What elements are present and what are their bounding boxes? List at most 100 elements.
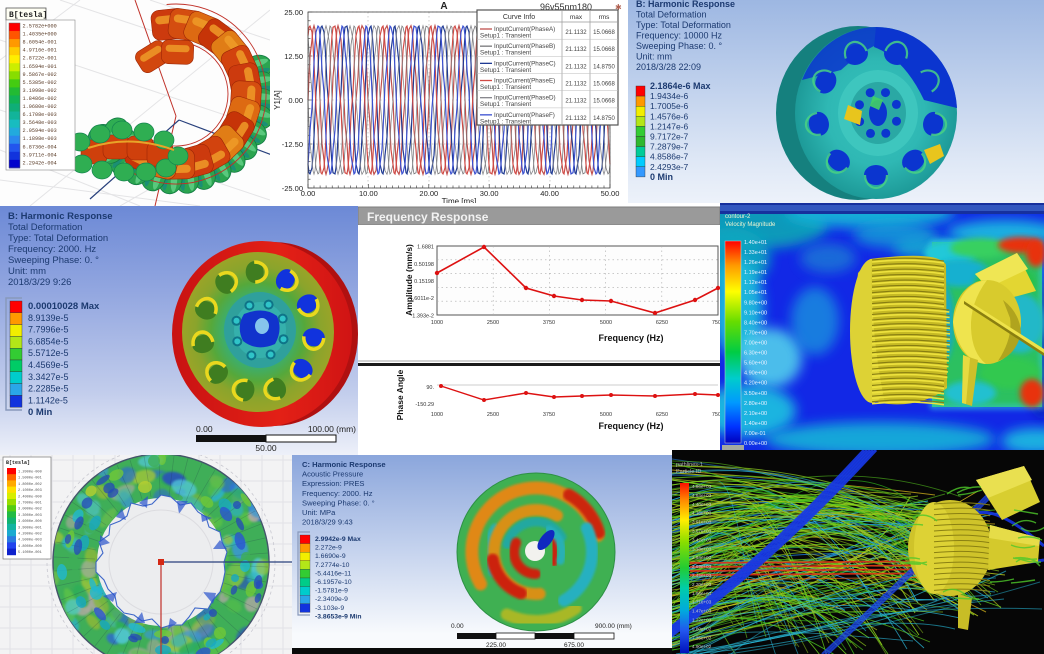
svg-text:2.4293e-7: 2.4293e-7 bbox=[650, 162, 689, 172]
svg-text:2.10e+00: 2.10e+00 bbox=[744, 411, 767, 417]
svg-text:-2.3409e-9: -2.3409e-9 bbox=[315, 596, 348, 603]
svg-text:rms: rms bbox=[599, 14, 611, 21]
svg-text:15.0668: 15.0668 bbox=[593, 47, 615, 53]
svg-text:7.2774e-10: 7.2774e-10 bbox=[315, 562, 350, 569]
svg-text:max: max bbox=[570, 14, 583, 21]
svg-text:4.9716e-001: 4.9716e-001 bbox=[23, 48, 57, 54]
svg-text:15.0668: 15.0668 bbox=[593, 99, 615, 105]
svg-text:Unit: mm: Unit: mm bbox=[636, 52, 672, 62]
svg-text:3.0000e-002: 3.0000e-002 bbox=[18, 508, 42, 512]
svg-text:1.33e+01: 1.33e+01 bbox=[744, 250, 767, 256]
svg-text:1.12e+01: 1.12e+01 bbox=[744, 280, 767, 286]
svg-text:B[tesla]: B[tesla] bbox=[6, 460, 30, 466]
svg-text:9.80e+02: 9.80e+02 bbox=[692, 626, 712, 631]
svg-text:Unit: MPa: Unit: MPa bbox=[302, 508, 336, 517]
svg-text:Frequency Response: Frequency Response bbox=[367, 210, 489, 224]
svg-text:-6.1957e-10: -6.1957e-10 bbox=[315, 579, 352, 586]
svg-text:25.00: 25.00 bbox=[284, 8, 303, 17]
svg-text:7500: 7500 bbox=[712, 412, 720, 418]
svg-text:Setup1 : Transient: Setup1 : Transient bbox=[480, 101, 531, 108]
svg-text:1.40e+01: 1.40e+01 bbox=[744, 240, 767, 246]
svg-text:4.64e+03: 4.64e+03 bbox=[692, 493, 712, 498]
svg-text:2.94e+03: 2.94e+03 bbox=[692, 555, 712, 560]
svg-text:3.67e+03: 3.67e+03 bbox=[692, 529, 712, 534]
svg-text:4.16e+03: 4.16e+03 bbox=[692, 511, 712, 516]
svg-text:1.4035e+000: 1.4035e+000 bbox=[23, 32, 57, 38]
svg-text:1.40e+00: 1.40e+00 bbox=[744, 421, 767, 427]
svg-text:2.45e+03: 2.45e+03 bbox=[692, 573, 712, 578]
svg-text:1000: 1000 bbox=[431, 412, 443, 418]
svg-text:21.1132: 21.1132 bbox=[565, 99, 587, 105]
svg-text:12.50: 12.50 bbox=[284, 52, 303, 61]
svg-text:21.1132: 21.1132 bbox=[565, 30, 587, 36]
svg-text:Type: Total Deformation: Type: Total Deformation bbox=[8, 233, 108, 244]
svg-text:1.0680e-002: 1.0680e-002 bbox=[23, 104, 57, 110]
svg-text:-5.4416e-11: -5.4416e-11 bbox=[315, 570, 351, 577]
svg-text:14.8750: 14.8750 bbox=[593, 116, 615, 122]
svg-text:Setup1 : Transient: Setup1 : Transient bbox=[480, 118, 531, 125]
svg-text:Frequency: 2000. Hz: Frequency: 2000. Hz bbox=[302, 489, 373, 498]
svg-text:2.272e-9: 2.272e-9 bbox=[315, 545, 342, 552]
svg-text:Setup1 : Transient: Setup1 : Transient bbox=[480, 84, 531, 91]
svg-text:2018/3/29 9:26: 2018/3/29 9:26 bbox=[8, 277, 71, 288]
svg-text:4.4569e-5: 4.4569e-5 bbox=[28, 360, 69, 370]
svg-text:1.2147e-6: 1.2147e-6 bbox=[650, 121, 689, 131]
svg-text:675.00: 675.00 bbox=[564, 642, 584, 649]
svg-text:Unit: mm: Unit: mm bbox=[8, 266, 46, 277]
svg-text:3.50e+00: 3.50e+00 bbox=[744, 391, 767, 397]
svg-text:Curve Info: Curve Info bbox=[503, 14, 535, 21]
svg-text:Velocity Magnitude: Velocity Magnitude bbox=[725, 222, 776, 228]
svg-text:Frequency: 10000 Hz: Frequency: 10000 Hz bbox=[636, 31, 723, 41]
svg-text:2.1000e-003: 2.1000e-003 bbox=[18, 489, 42, 493]
svg-text:1.9434e-6: 1.9434e-6 bbox=[650, 91, 689, 101]
svg-text:3.9000e-001: 3.9000e-001 bbox=[18, 526, 42, 530]
svg-text:Particle ID: Particle ID bbox=[676, 469, 701, 475]
svg-text:3750: 3750 bbox=[543, 320, 555, 326]
svg-text:3750: 3750 bbox=[543, 412, 555, 418]
svg-text:6.30e+00: 6.30e+00 bbox=[744, 351, 767, 357]
svg-text:1.71e+03: 1.71e+03 bbox=[692, 600, 712, 605]
svg-text:pathlines-1: pathlines-1 bbox=[676, 462, 703, 468]
svg-text:0.00: 0.00 bbox=[288, 96, 303, 105]
svg-text:21.1132: 21.1132 bbox=[565, 82, 587, 88]
svg-text:Time [ms]: Time [ms] bbox=[442, 197, 477, 206]
svg-text:1.1898e-003: 1.1898e-003 bbox=[23, 136, 57, 142]
svg-text:Total Deformation: Total Deformation bbox=[636, 10, 707, 20]
svg-text:21.1132: 21.1132 bbox=[565, 64, 587, 70]
svg-text:1.7005e-6: 1.7005e-6 bbox=[650, 101, 689, 111]
svg-text:3.9711e-004: 3.9711e-004 bbox=[23, 152, 57, 158]
svg-text:10.00: 10.00 bbox=[359, 189, 378, 198]
svg-text:B: Harmonic Response: B: Harmonic Response bbox=[636, 0, 735, 9]
svg-text:7.70e+00: 7.70e+00 bbox=[744, 330, 767, 336]
svg-text:-150.29: -150.29 bbox=[415, 402, 434, 408]
svg-text:9.80e+00: 9.80e+00 bbox=[744, 300, 767, 306]
svg-text:1.8486e-002: 1.8486e-002 bbox=[23, 96, 57, 102]
svg-text:5000: 5000 bbox=[600, 412, 612, 418]
svg-text:7.2879e-7: 7.2879e-7 bbox=[650, 142, 689, 152]
svg-text:1.4576e-6: 1.4576e-6 bbox=[650, 111, 689, 121]
svg-text:7.35e+02: 7.35e+02 bbox=[692, 635, 712, 640]
svg-text:3.42e+03: 3.42e+03 bbox=[692, 537, 712, 542]
svg-text:3.6000e-000: 3.6000e-000 bbox=[18, 520, 42, 524]
svg-text:2018/3/28 22:09: 2018/3/28 22:09 bbox=[636, 62, 701, 72]
svg-text:2.7000e-001: 2.7000e-001 bbox=[18, 502, 42, 506]
svg-text:Y1[A]: Y1[A] bbox=[273, 90, 282, 110]
svg-text:100.00 (mm): 100.00 (mm) bbox=[308, 424, 356, 434]
svg-text:1.1142e-5: 1.1142e-5 bbox=[28, 395, 68, 405]
svg-text:0 Min: 0 Min bbox=[28, 407, 52, 418]
svg-text:InputCurrent(PhaseD): InputCurrent(PhaseD) bbox=[494, 95, 556, 102]
svg-text:1.5000e-001: 1.5000e-001 bbox=[18, 477, 42, 481]
svg-text:90.: 90. bbox=[426, 385, 434, 391]
svg-text:3.1998e-002: 3.1998e-002 bbox=[23, 88, 57, 94]
svg-text:6.1708e-003: 6.1708e-003 bbox=[23, 112, 57, 118]
svg-text:4.2000e-002: 4.2000e-002 bbox=[18, 533, 42, 537]
svg-text:4.90e+00: 4.90e+00 bbox=[744, 371, 767, 377]
svg-text:2.2942e-004: 2.2942e-004 bbox=[23, 160, 57, 166]
svg-text:40.00: 40.00 bbox=[540, 189, 559, 198]
svg-text:-25.00: -25.00 bbox=[282, 184, 303, 193]
svg-text:21.1132: 21.1132 bbox=[565, 116, 587, 122]
svg-text:0.15198: 0.15198 bbox=[414, 279, 434, 285]
svg-text:2.0594e-003: 2.0594e-003 bbox=[23, 128, 57, 134]
svg-text:1.6881: 1.6881 bbox=[417, 245, 434, 251]
svg-text:B[tesla]: B[tesla] bbox=[9, 11, 47, 20]
